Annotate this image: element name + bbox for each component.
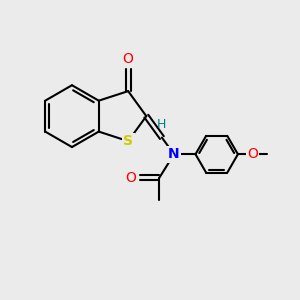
Text: O: O [247,147,258,161]
Text: H: H [157,118,167,131]
Text: N: N [168,147,180,161]
Text: O: O [123,52,134,65]
Text: S: S [123,134,133,148]
Text: O: O [125,171,136,185]
